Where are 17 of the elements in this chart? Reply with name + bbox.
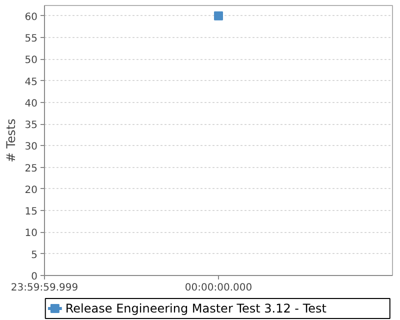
- x-tick-label: 00:00:00.000: [184, 282, 252, 294]
- y-tick-label: 45: [24, 76, 38, 88]
- y-tick-label: 10: [24, 228, 38, 240]
- y-tick-label: 20: [24, 184, 38, 196]
- y-axis-title: # Tests: [4, 118, 18, 162]
- y-tick-label: 40: [24, 98, 38, 110]
- y-tick-label: 60: [24, 12, 38, 23]
- legend-label: Release Engineering Master Test 3.12 - Test: [65, 302, 327, 316]
- x-tick-label: 23:59:59.999: [10, 282, 78, 294]
- y-tick-label: 50: [24, 55, 38, 66]
- y-tick-label: 55: [24, 34, 38, 45]
- y-tick-label: 15: [24, 206, 38, 218]
- y-tick-label: 30: [24, 142, 38, 153]
- y-tick-label: 5: [31, 250, 38, 261]
- y-tick-label: 0: [31, 272, 38, 282]
- y-tick-label: 35: [24, 120, 38, 132]
- y-tick-label: 25: [24, 163, 38, 174]
